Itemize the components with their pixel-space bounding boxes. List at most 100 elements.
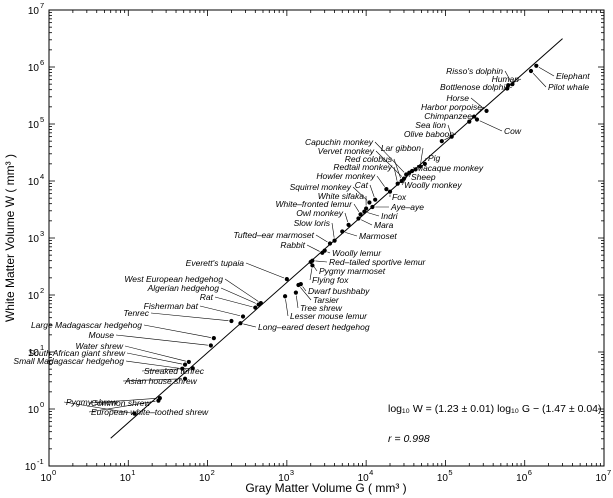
data-point	[182, 376, 188, 381]
leader-line	[393, 158, 401, 179]
point-label: Rabbit	[280, 240, 305, 250]
data-point	[182, 362, 188, 367]
data-point	[484, 108, 489, 113]
y-tick-exponent: 0	[40, 400, 44, 409]
data-point	[401, 176, 407, 181]
leader-line	[532, 73, 547, 88]
leader-line	[361, 219, 373, 226]
data-point	[506, 83, 511, 88]
point-label: Large Madagascar hedgehog	[31, 320, 142, 330]
fit-equation: log₁₀ W = (1.23 ± 0.01) log₁₀ G − (1.47 …	[388, 403, 602, 415]
leader-line	[420, 147, 424, 164]
data-point	[358, 212, 363, 217]
point-label: Mara	[374, 220, 394, 230]
leader-line	[327, 251, 331, 254]
leader-line	[315, 260, 328, 263]
point-label: Lesser mouse lemur	[290, 311, 368, 321]
point-label: Everett's tupaia	[186, 258, 245, 268]
point-label: Red–tailed sportive lemur	[329, 257, 427, 267]
data-point	[384, 187, 389, 192]
point-label: Dwarf bushbaby	[308, 286, 370, 296]
point-label: White sifaka	[318, 191, 365, 201]
point-label: Long–eared desert hedgehog	[258, 322, 370, 332]
data-points	[132, 63, 539, 416]
y-tick-exponent: 4	[40, 172, 44, 181]
point-label: Cat	[355, 180, 369, 190]
point-label: Algerian hedgehog	[147, 283, 220, 293]
leader-line	[88, 400, 156, 413]
point-label: Elephant	[556, 71, 590, 81]
point-label: European white–toothed shrew	[91, 407, 209, 417]
leader-line	[126, 352, 183, 365]
leader-line	[367, 212, 380, 217]
leader-line	[376, 175, 385, 187]
data-point	[528, 68, 534, 74]
point-label: Horse	[446, 93, 469, 103]
leader-line	[353, 203, 360, 212]
y-tick-exponent: 2	[40, 286, 44, 295]
x-tick-exponent: 0	[52, 468, 56, 477]
data-point	[439, 139, 444, 144]
point-label: Squirrel monkey	[290, 182, 352, 192]
point-label: Howler monkey	[316, 171, 375, 181]
point-label: Macaque monkey	[416, 163, 484, 173]
point-label: Olive baboon	[404, 129, 454, 139]
y-tick-label: 10	[28, 120, 40, 131]
point-label: Tree shrew	[300, 303, 343, 313]
point-label: Common shrew	[91, 398, 151, 408]
leader-line	[393, 166, 398, 181]
leader-line	[245, 262, 285, 279]
y-tick-exponent: 1	[40, 343, 44, 352]
point-label: Pygmy marmoset	[319, 266, 386, 276]
data-point	[253, 305, 258, 310]
data-point	[362, 209, 367, 214]
point-label: Red colobus	[345, 154, 393, 164]
data-point	[258, 301, 263, 306]
data-point	[356, 216, 361, 221]
point-label: Vervet monkey	[318, 146, 375, 156]
x-tick-exponent: 2	[211, 468, 215, 477]
leader-line	[413, 167, 415, 169]
data-point	[340, 229, 345, 234]
y-tick-exponent: 6	[40, 58, 44, 67]
y-tick-label: 10	[28, 291, 40, 302]
regression-line	[110, 38, 563, 439]
point-label: Slow loris	[294, 218, 331, 228]
point-label: Tenrec	[123, 308, 149, 318]
x-tick-label: 10	[199, 473, 211, 484]
y-tick-label: 10	[28, 177, 40, 188]
data-point	[327, 241, 333, 246]
leader-line	[125, 360, 180, 369]
leader-line	[122, 378, 183, 382]
leader-line	[476, 106, 485, 115]
label-leaders	[63, 67, 555, 414]
point-label: West European hedgehog	[124, 274, 223, 284]
point-label: Small Madagascar hedgehog	[13, 356, 124, 366]
point-label: Cow	[504, 126, 522, 136]
y-tick-label: 10	[28, 6, 40, 17]
leader-line	[63, 401, 132, 414]
data-point	[449, 134, 454, 139]
leader-line	[285, 299, 289, 317]
point-label: Risso's dolphin	[446, 66, 503, 76]
data-point	[322, 248, 327, 253]
data-point	[240, 314, 246, 319]
data-point	[410, 168, 415, 174]
data-point	[310, 258, 315, 263]
tick-labels: 10010110210310410510610710-1100101102103…	[25, 1, 611, 484]
data-point	[310, 263, 315, 268]
leader-line	[538, 67, 555, 77]
point-label: Indri	[381, 211, 399, 221]
data-point	[404, 172, 409, 177]
data-point	[510, 82, 515, 87]
data-point	[373, 197, 378, 202]
data-point	[211, 336, 216, 341]
data-point	[284, 277, 289, 282]
x-tick-exponent: 4	[369, 468, 373, 477]
point-label: Mouse	[88, 330, 114, 340]
point-label: Woolly monkey	[404, 180, 462, 190]
leader-line	[425, 157, 427, 161]
data-point	[156, 398, 161, 403]
